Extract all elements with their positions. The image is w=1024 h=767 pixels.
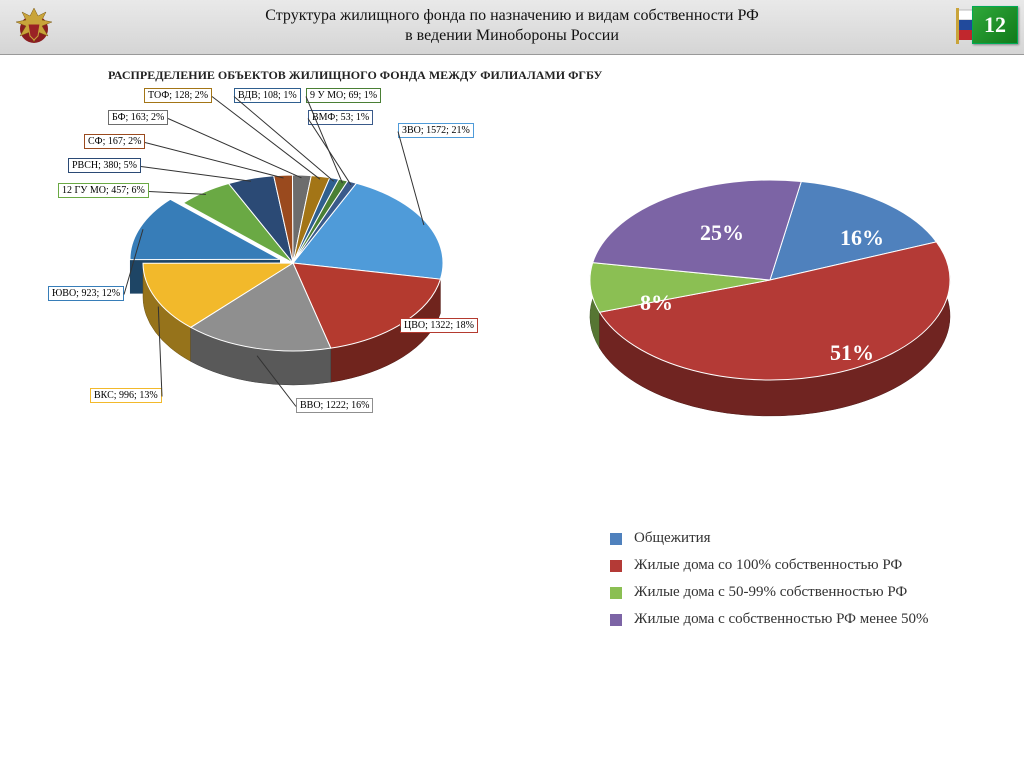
title-line2: в ведении Минобороны России xyxy=(405,27,619,44)
legend-label-3: Жилые дома с собственностью РФ менее 50% xyxy=(634,611,929,628)
left-slice-label-0: ЗВО; 1572; 21% xyxy=(398,123,474,138)
left-slice-label-8: БФ; 163; 2% xyxy=(108,110,168,125)
legend-row-3: Жилые дома с собственностью РФ менее 50% xyxy=(610,611,929,628)
left-pie-chart: ЗВО; 1572; 21% ЦВО; 1322; 18% ВВО; 1222; 1… xyxy=(48,88,528,448)
left-slice-label-3: ВКС; 996; 13% xyxy=(90,388,162,403)
legend-label-2: Жилые дома с 50-99% собственностью РФ xyxy=(634,584,907,601)
header-bar: Структура жилищного фонда по назначению … xyxy=(0,0,1024,55)
right-pie-chart: 16% 51% 8% 25% xyxy=(560,130,980,450)
left-slice-label-11: 9 У МО; 69; 1% xyxy=(306,88,381,103)
legend-label-1: Жилые дома со 100% собственностью РФ xyxy=(634,557,902,574)
right-chart-legend: Общежития Жилые дома со 100% собственност… xyxy=(610,520,929,638)
legend-row-1: Жилые дома со 100% собственностью РФ xyxy=(610,557,929,574)
legend-swatch-2 xyxy=(610,587,622,599)
page-title: Структура жилищного фонда по назначению … xyxy=(120,6,904,46)
legend-row-2: Жилые дома с 50-99% собственностью РФ xyxy=(610,584,929,601)
left-slice-label-2: ВВО; 1222; 16% xyxy=(296,398,373,413)
left-slice-label-5: 12 ГУ МО; 457; 6% xyxy=(58,183,149,198)
left-chart-title: РАСПРЕДЕЛЕНИЕ ОБЪЕКТОВ ЖИЛИЩНОГО ФОНДА М… xyxy=(108,68,602,83)
left-slice-label-9: ТОФ; 128; 2% xyxy=(144,88,212,103)
emblem-left xyxy=(8,2,60,52)
page-number-badge: 12 xyxy=(972,6,1018,44)
left-slice-label-1: ЦВО; 1322; 18% xyxy=(400,318,478,333)
left-slice-label-7: СФ; 167; 2% xyxy=(84,134,145,149)
left-slice-label-4: ЮВО; 923; 12% xyxy=(48,286,124,301)
right-slice-pct-1: 51% xyxy=(830,340,874,366)
right-slice-pct-2: 8% xyxy=(640,290,673,316)
left-slice-label-6: РВСН; 380; 5% xyxy=(68,158,141,173)
right-slice-pct-3: 25% xyxy=(700,220,744,246)
legend-swatch-1 xyxy=(610,560,622,572)
legend-row-0: Общежития xyxy=(610,530,929,547)
legend-swatch-0 xyxy=(610,533,622,545)
left-slice-label-10: ВДВ; 108; 1% xyxy=(234,88,301,103)
title-line1: Структура жилищного фонда по назначению … xyxy=(265,7,758,24)
page-number: 12 xyxy=(984,12,1006,38)
right-slice-pct-0: 16% xyxy=(840,225,884,251)
legend-label-0: Общежития xyxy=(634,530,711,547)
legend-swatch-3 xyxy=(610,614,622,626)
